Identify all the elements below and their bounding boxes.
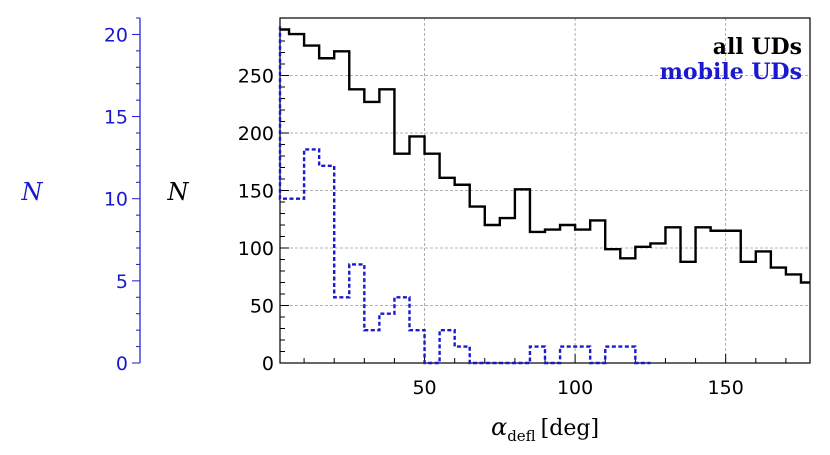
outer-y-tick-label: 15 [104,107,128,129]
x-axis-title-subscript: defl [507,427,535,445]
inner-y-tick-label: 50 [250,296,274,318]
inner-y-axis-title: N [167,178,190,206]
x-axis: 50 100 150 [303,354,787,399]
x-tick-label: 100 [557,377,593,399]
legend-mobile-uds: mobile UDs [660,59,802,85]
series-all-uds-line [280,28,810,284]
legend-all-uds: all UDs [713,34,802,60]
x-axis-title-symbol: α [491,413,507,441]
series-mobile-uds-line [278,26,651,365]
inner-y-tick-label: 250 [238,66,274,88]
x-axis-title: αdefl [deg] [491,413,599,445]
outer-y-axis-title: N [21,178,44,206]
x-tick-label: 150 [708,377,744,399]
inner-y-tick-label: 150 [238,181,274,203]
inner-y-tick-label: 100 [238,238,274,260]
inner-y-tick-label: 200 [238,123,274,145]
outer-y-tick-label: 0 [116,353,128,375]
grid-lines [280,18,810,363]
outer-y-axis: 0 5 10 15 20 [104,17,141,375]
outer-y-tick-label: 5 [116,271,128,293]
x-tick-label: 50 [412,377,436,399]
inner-y-axis: 0 50 100 150 200 250 [238,17,289,375]
inner-y-tick-label: 0 [262,353,274,375]
x-axis-title-unit: [deg] [541,416,599,441]
outer-y-tick-label: 10 [104,189,128,211]
outer-y-tick-label: 20 [104,24,128,46]
